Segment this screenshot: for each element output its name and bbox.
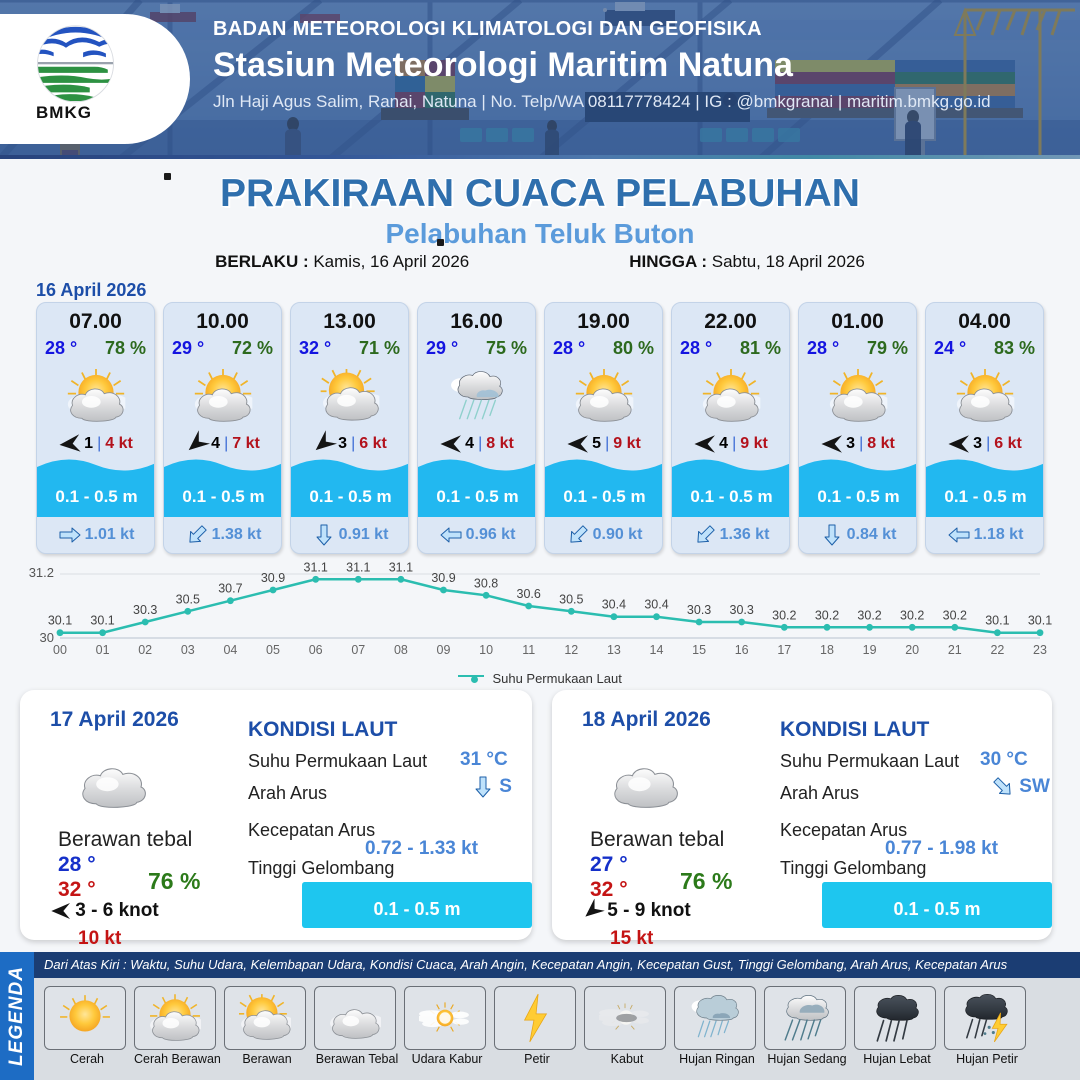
svg-text:30.8: 30.8 xyxy=(474,576,498,590)
svg-text:30.1: 30.1 xyxy=(90,614,114,628)
svg-text:30.3: 30.3 xyxy=(687,603,711,617)
svg-text:07: 07 xyxy=(351,643,365,657)
svg-text:09: 09 xyxy=(437,643,451,657)
svg-text:06: 06 xyxy=(309,643,323,657)
svg-text:01: 01 xyxy=(96,643,110,657)
svg-text:31.1: 31.1 xyxy=(389,560,413,574)
svg-text:30.7: 30.7 xyxy=(218,582,242,596)
svg-text:30.3: 30.3 xyxy=(730,603,754,617)
svg-text:08: 08 xyxy=(394,643,408,657)
svg-text:15: 15 xyxy=(692,643,706,657)
svg-text:23: 23 xyxy=(1033,643,1047,657)
svg-text:30.5: 30.5 xyxy=(176,592,200,606)
svg-text:30.2: 30.2 xyxy=(857,608,881,622)
svg-text:30.1: 30.1 xyxy=(985,614,1009,628)
svg-text:14: 14 xyxy=(650,643,664,657)
svg-text:30.4: 30.4 xyxy=(602,598,626,612)
svg-text:05: 05 xyxy=(266,643,280,657)
svg-text:30.2: 30.2 xyxy=(943,608,967,622)
svg-text:30.5: 30.5 xyxy=(559,592,583,606)
svg-text:21: 21 xyxy=(948,643,962,657)
svg-text:19: 19 xyxy=(863,643,877,657)
svg-text:30.9: 30.9 xyxy=(431,571,455,585)
svg-text:31.1: 31.1 xyxy=(304,560,328,574)
svg-text:31.1: 31.1 xyxy=(346,560,370,574)
svg-text:22: 22 xyxy=(990,643,1004,657)
svg-text:30.1: 30.1 xyxy=(48,614,72,628)
svg-text:00: 00 xyxy=(53,643,67,657)
svg-text:18: 18 xyxy=(820,643,834,657)
svg-text:17: 17 xyxy=(777,643,791,657)
svg-text:13: 13 xyxy=(607,643,621,657)
svg-text:30.4: 30.4 xyxy=(644,598,668,612)
svg-text:20: 20 xyxy=(905,643,919,657)
svg-text:30.2: 30.2 xyxy=(900,608,924,622)
svg-text:04: 04 xyxy=(223,643,237,657)
svg-text:30.2: 30.2 xyxy=(815,608,839,622)
svg-text:16: 16 xyxy=(735,643,749,657)
svg-text:30.6: 30.6 xyxy=(517,587,541,601)
svg-text:12: 12 xyxy=(564,643,578,657)
svg-text:11: 11 xyxy=(522,643,535,657)
svg-text:30.2: 30.2 xyxy=(772,608,796,622)
svg-text:30.1: 30.1 xyxy=(1028,614,1052,628)
svg-text:31.2: 31.2 xyxy=(29,565,54,580)
svg-text:10: 10 xyxy=(479,643,493,657)
svg-text:30.3: 30.3 xyxy=(133,603,157,617)
svg-text:30.9: 30.9 xyxy=(261,571,285,585)
svg-text:30: 30 xyxy=(40,630,54,645)
svg-text:03: 03 xyxy=(181,643,195,657)
svg-text:02: 02 xyxy=(138,643,152,657)
